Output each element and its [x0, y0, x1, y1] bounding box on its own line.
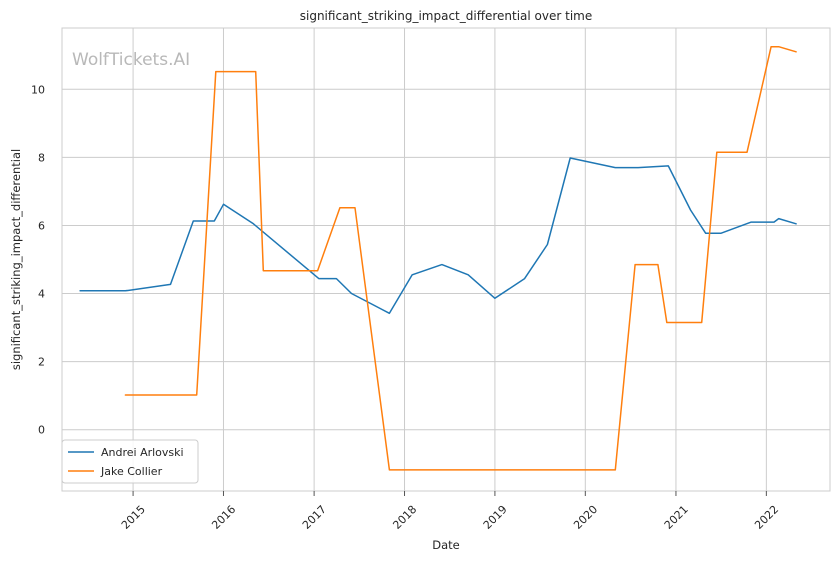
y-tick-label: 8 [38, 151, 45, 164]
y-tick-label: 4 [38, 288, 45, 301]
x-tick-label: 2022 [752, 503, 781, 532]
x-axis-ticks: 2015 2016 2017 2018 2019 2020 2021 2022 [119, 491, 781, 532]
y-axis-ticks: 0 2 4 6 8 10 [31, 83, 45, 436]
x-tick-label: 2020 [571, 503, 600, 532]
x-tick-label: 2018 [390, 503, 419, 532]
y-tick-label: 10 [31, 83, 45, 96]
legend-box [61, 439, 199, 484]
watermark: WolfTickets.AI [72, 50, 190, 70]
grid [62, 28, 830, 491]
series-line-andrei-arlovski [79, 157, 797, 315]
chart-title: significant_striking_impact_differential… [300, 9, 592, 23]
x-tick-label: 2015 [119, 503, 148, 532]
x-axis-label: Date [432, 538, 460, 552]
plot-frame [61, 27, 831, 492]
y-tick-label: 2 [38, 356, 45, 369]
series-line-jake-collier [124, 45, 797, 471]
x-tick-label: 2021 [662, 503, 691, 532]
legend-label: Andrei Arlovski [101, 446, 184, 459]
x-tick-label: 2016 [209, 503, 238, 532]
y-tick-label: 0 [38, 424, 45, 437]
legend-label: Jake Collier [100, 465, 163, 478]
x-tick-label: 2019 [481, 503, 510, 532]
legend: Andrei Arlovski Jake Collier [61, 439, 199, 484]
series-lines [79, 45, 797, 471]
x-tick-label: 2017 [300, 503, 329, 532]
y-axis-label: significant_striking_impact_differential [9, 149, 23, 370]
y-tick-label: 6 [38, 219, 45, 232]
